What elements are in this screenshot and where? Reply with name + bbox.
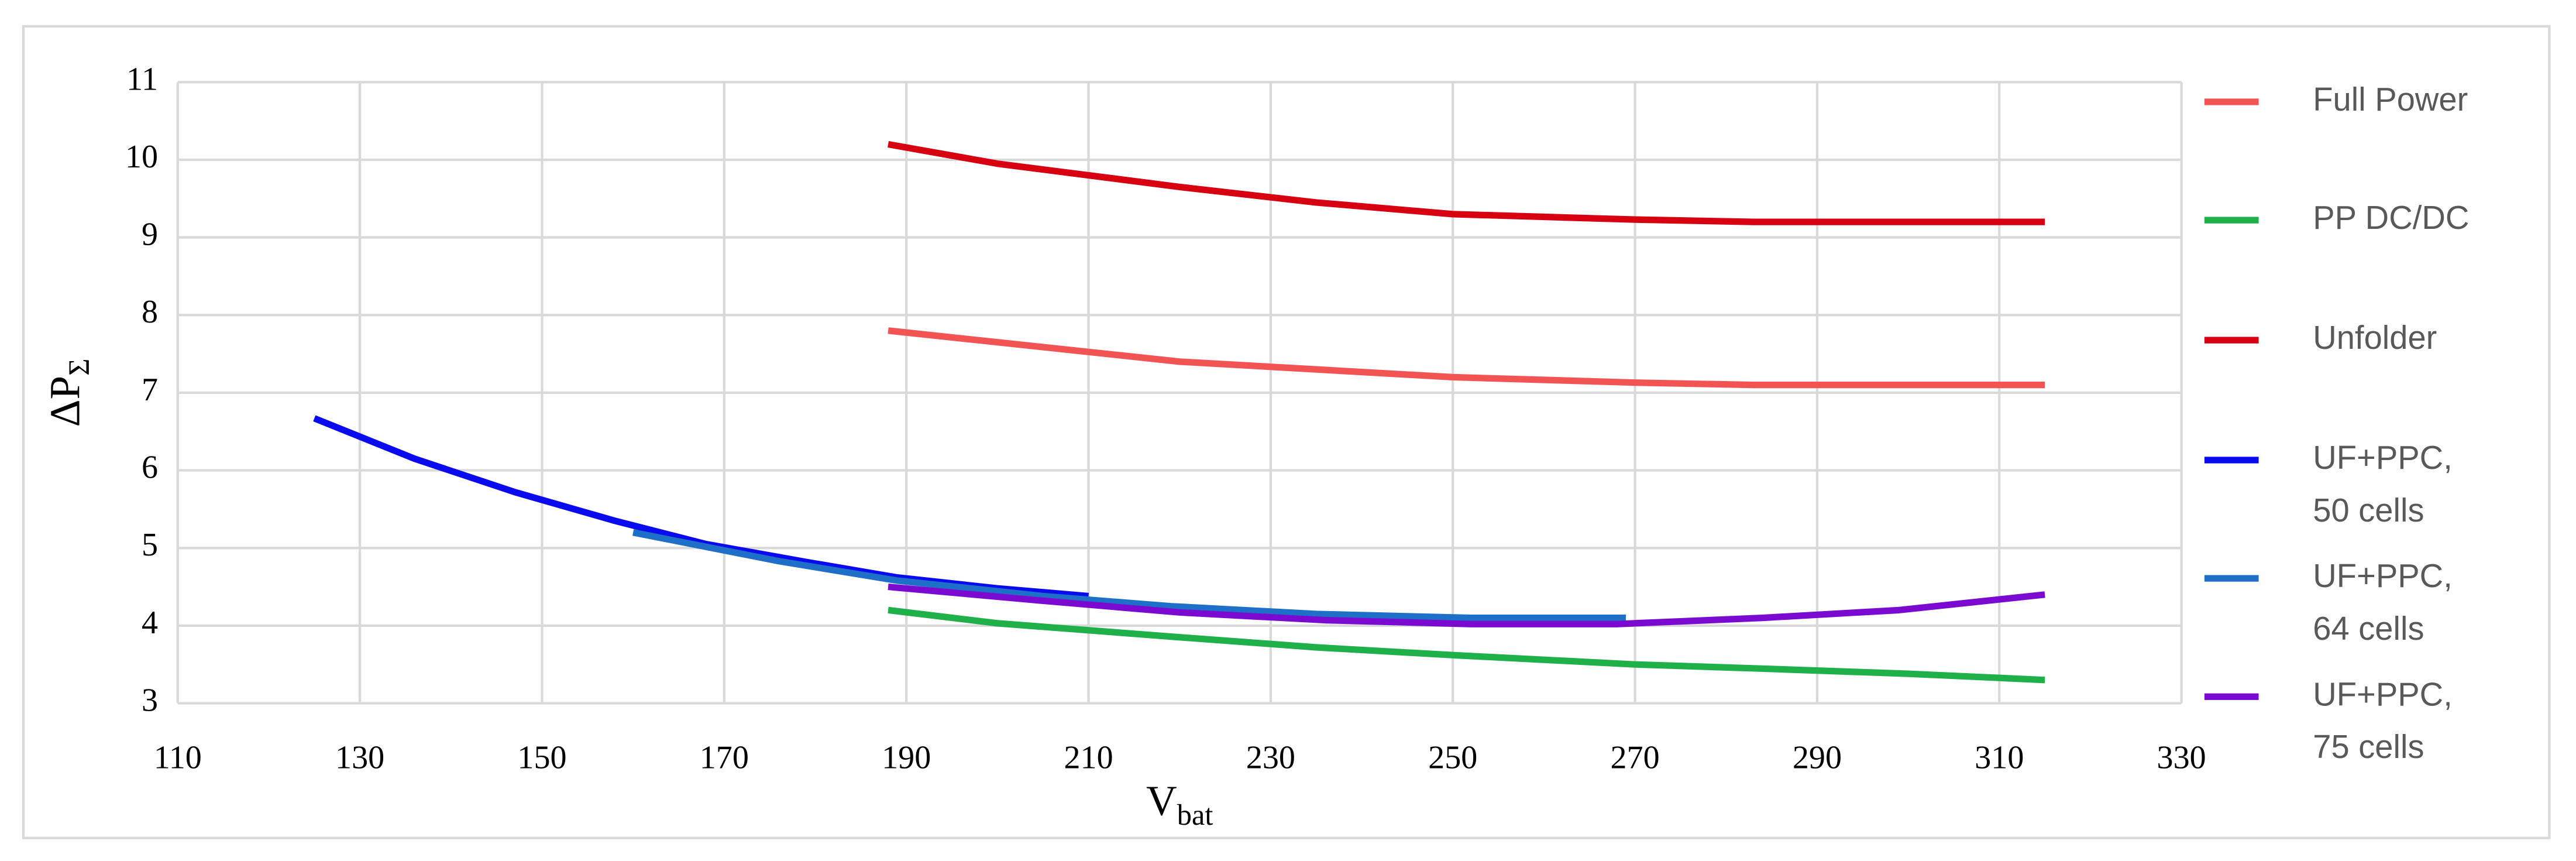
y-tick-label: 5 — [142, 527, 158, 563]
y-axis-label-sub: Σ — [63, 358, 95, 375]
x-axis-label-main: V — [1146, 777, 1177, 824]
x-tick-label: 290 — [1793, 740, 1842, 776]
x-tick-label: 210 — [1064, 740, 1113, 776]
y-tick-label: 6 — [142, 449, 158, 485]
x-tick-label: 190 — [882, 740, 931, 776]
legend-label-line: 50 cells — [2313, 492, 2424, 529]
x-tick-label: 170 — [700, 740, 749, 776]
line-series — [888, 327, 2045, 389]
x-tick-label: 230 — [1246, 740, 1295, 776]
x-tick-label: 310 — [1975, 740, 2024, 776]
line-series — [632, 529, 1626, 622]
x-tick-label: 330 — [2157, 740, 2206, 776]
legend-label: UF+PPC, 75 cells — [2313, 675, 2453, 765]
line-series — [888, 583, 2045, 627]
y-tick-label: 8 — [142, 294, 158, 330]
line-series — [888, 606, 2045, 684]
legend-label: Full Power — [2313, 81, 2468, 118]
legend-label: PP DC/DC — [2313, 199, 2469, 236]
y-tick-label: 11 — [126, 61, 158, 97]
chart-frame — [22, 25, 2551, 839]
legend-label-line: UF+PPC, — [2313, 557, 2453, 594]
y-tick-label: 9 — [142, 217, 158, 253]
line-series — [888, 140, 2045, 225]
legend-label: UF+PPC, 64 cells — [2313, 557, 2453, 647]
x-tick-label: 110 — [154, 740, 202, 776]
y-tick-label: 10 — [125, 139, 158, 175]
x-tick-label: 130 — [335, 740, 384, 776]
x-tick-label: 150 — [517, 740, 566, 776]
legend-label: Unfolder — [2313, 319, 2437, 356]
y-tick-label: 3 — [142, 682, 158, 718]
x-tick-label: 270 — [1611, 740, 1660, 776]
y-tick-label: 4 — [142, 605, 158, 641]
y-axis-label: ΔPΣ — [41, 358, 95, 427]
y-tick-label: 7 — [142, 372, 158, 408]
x-axis-label: Vbat — [1146, 777, 1213, 831]
x-tick-label: 250 — [1428, 740, 1477, 776]
y-axis-label-main: ΔP — [41, 376, 88, 427]
legend-label: UF+PPC, 50 cells — [2313, 439, 2453, 529]
legend-label-line: 64 cells — [2313, 610, 2424, 647]
legend-label-line: UF+PPC, — [2313, 439, 2453, 476]
legend-label-line: 75 cells — [2313, 728, 2424, 765]
legend-label-line: UF+PPC, — [2313, 675, 2453, 712]
x-axis-label-sub: bat — [1177, 798, 1213, 831]
